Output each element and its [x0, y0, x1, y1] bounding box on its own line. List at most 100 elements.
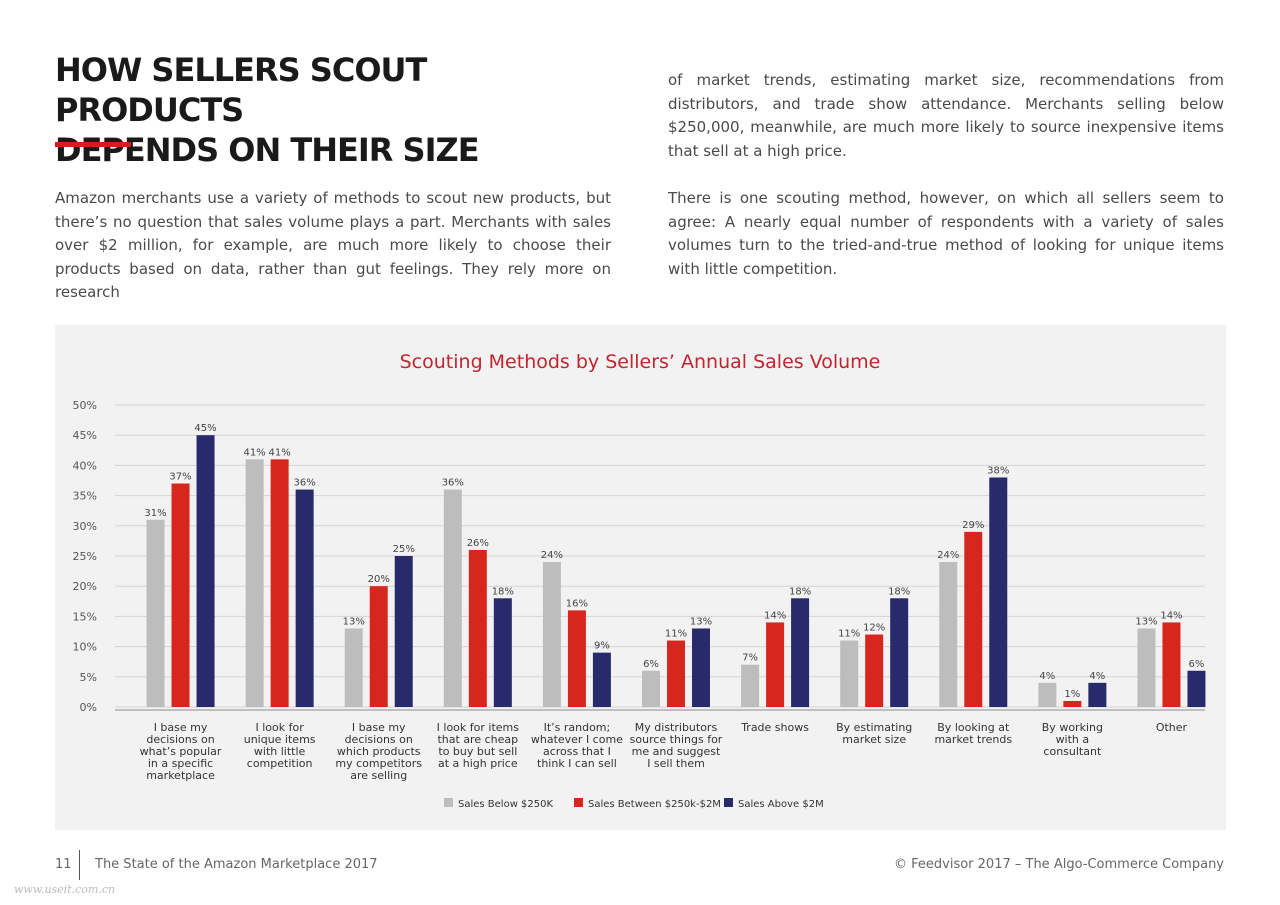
bar	[791, 598, 810, 707]
x-category-label: Trade shows	[740, 721, 809, 734]
bar	[295, 489, 314, 707]
bar	[989, 477, 1008, 707]
x-category-label: By working with a consultant	[1042, 721, 1103, 758]
x-category-label: I base my decisions on which products my co…	[335, 721, 422, 782]
data-label: 29%	[962, 520, 984, 531]
data-label: 11%	[665, 629, 687, 640]
agreement-paragraph: There is one scouting method, however, o…	[668, 189, 1224, 278]
x-category-label-line: source things for	[630, 733, 723, 746]
x-category-label: My distributors source things for me and s…	[630, 721, 723, 770]
x-category-label-line: I sell them	[647, 757, 705, 770]
data-label: 14%	[1160, 610, 1182, 621]
x-category-label-line: I look for	[256, 721, 305, 734]
data-label: 11%	[838, 629, 860, 640]
x-category-label-line: in a specific	[148, 757, 213, 770]
y-tick-label: 40%	[73, 459, 97, 472]
data-label: 31%	[144, 508, 166, 519]
bar	[1187, 670, 1206, 707]
bar	[394, 556, 413, 707]
x-category-label-line: me and suggest	[632, 745, 721, 758]
y-tick-label: 35%	[73, 490, 97, 503]
bar	[344, 628, 363, 707]
bar	[369, 586, 388, 707]
bar	[642, 670, 660, 707]
page-title-line-1: HOW SELLERS SCOUT PRODUCTS	[55, 51, 427, 129]
data-label: 18%	[492, 586, 514, 597]
x-category-label-line: whatever I come	[531, 733, 623, 746]
bar	[468, 549, 487, 707]
bar	[865, 634, 884, 707]
x-category-label-line: By working	[1042, 721, 1103, 734]
bar	[1063, 700, 1082, 707]
data-label: 41%	[269, 447, 291, 458]
bar	[493, 598, 512, 707]
watermark: www.useit.com.cn	[14, 883, 116, 896]
data-label: 6%	[1189, 659, 1205, 670]
report-title: The State of the Amazon Marketplace 2017	[95, 857, 378, 872]
x-category-label-line: unique items	[244, 733, 316, 746]
bar	[667, 640, 685, 707]
x-category-label: By estimating market size	[836, 721, 912, 746]
data-label: 45%	[194, 423, 216, 434]
bar	[592, 652, 611, 707]
data-label: 4%	[1039, 671, 1055, 682]
data-label: 24%	[541, 550, 563, 561]
x-category-label-line: My distributors	[635, 721, 718, 734]
data-label: 6%	[643, 659, 659, 670]
y-tick-label: 25%	[73, 550, 97, 563]
x-category-label-line: market trends	[934, 733, 1012, 746]
bar	[939, 562, 958, 707]
data-label: 37%	[169, 472, 191, 483]
legend-label: Sales Between $250k-$2M	[588, 799, 721, 810]
legend-label: Sales Above $2M	[738, 799, 824, 810]
y-tick-label: 10%	[73, 641, 97, 654]
bar	[741, 664, 760, 707]
bar	[1088, 682, 1107, 707]
bar	[171, 483, 190, 707]
data-label: 13%	[343, 616, 365, 627]
chart-title: Scouting Methods by Sellers’ Annual Sale…	[400, 351, 881, 373]
x-category-label-line: are selling	[350, 769, 407, 782]
x-category-label-line: I base my	[352, 721, 406, 734]
x-category-label-line: to buy but sell	[438, 745, 517, 758]
bar	[890, 598, 909, 707]
data-label: 26%	[467, 538, 489, 549]
legend-label: Sales Below $250K	[458, 799, 554, 810]
bar	[443, 489, 462, 707]
page-number: 11	[55, 857, 72, 872]
x-category-label-line: Trade shows	[740, 721, 809, 734]
intro-paragraph: Amazon merchants use a variety of method…	[55, 189, 611, 301]
bar	[270, 459, 289, 707]
data-label: 18%	[789, 586, 811, 597]
data-label: 13%	[690, 616, 712, 627]
footer-divider	[79, 850, 80, 880]
x-category-label-line: across that I	[543, 745, 611, 758]
title-underline	[55, 142, 131, 147]
x-category-label-line: with little	[254, 745, 306, 758]
legend-swatch	[444, 798, 453, 807]
y-tick-label: 0%	[80, 701, 97, 714]
bar	[245, 459, 264, 707]
x-category-label-line: with a	[1056, 733, 1090, 746]
data-label: 18%	[888, 586, 910, 597]
y-tick-label: 45%	[73, 429, 97, 442]
data-label: 9%	[594, 641, 610, 652]
x-category-label-line: decisions on	[146, 733, 214, 746]
x-category-label-line: my competitors	[335, 757, 422, 770]
y-tick-label: 20%	[73, 580, 97, 593]
legend-swatch	[724, 798, 733, 807]
bar	[964, 531, 983, 707]
x-category-label: I base my decisions on what’s popular in a …	[140, 721, 222, 782]
x-category-label: It’s random; whatever I come across that I…	[531, 721, 623, 770]
data-label: 20%	[368, 574, 390, 585]
bar	[146, 519, 165, 707]
bar	[1038, 682, 1057, 707]
y-tick-label: 30%	[73, 520, 97, 533]
x-category-label-line: which products	[337, 745, 421, 758]
data-label: 16%	[566, 598, 588, 609]
x-category-label: I look for items that are cheap to buy but…	[437, 721, 520, 770]
x-category-label: Other	[1156, 721, 1188, 734]
bar	[1137, 628, 1156, 707]
data-label: 7%	[742, 653, 758, 664]
x-category-label-line: that are cheap	[437, 733, 518, 746]
